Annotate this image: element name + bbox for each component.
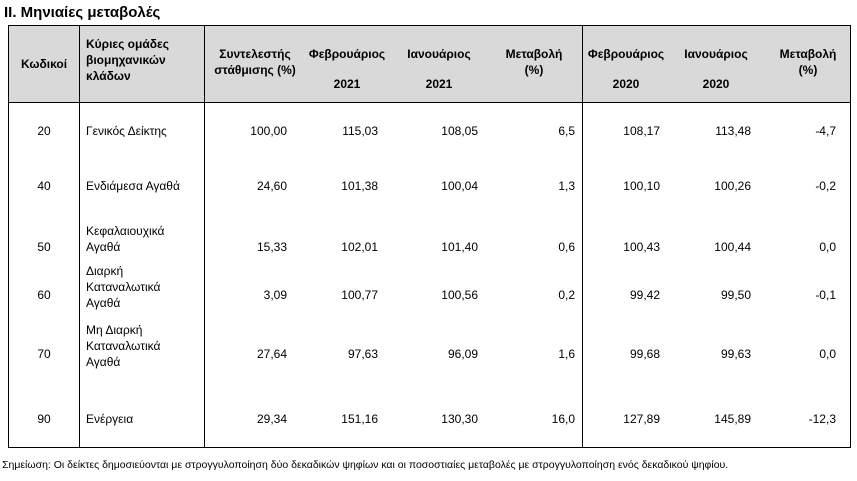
- column-divider: [582, 26, 583, 447]
- cell-group-name: Γενικός Δείκτης: [86, 124, 167, 138]
- cell-jan2020: 100,44: [714, 240, 751, 254]
- cell-chg2020: -0,1: [815, 288, 836, 302]
- cell-feb2021: 115,03: [342, 124, 378, 138]
- cell-jan2020: 145,89: [714, 412, 751, 426]
- cell-chg2021: 6,5: [558, 124, 575, 138]
- cell-feb2021: 97,63: [347, 347, 378, 361]
- cell-feb2021: 102,01: [341, 240, 378, 254]
- table-header: [9, 26, 850, 103]
- header-groups-line2: βιομηχανικών: [86, 53, 166, 67]
- cell-jan2021: 101,40: [441, 240, 478, 254]
- header-weight-line2: στάθμισης (%): [214, 63, 296, 77]
- cell-feb2020: 99,42: [629, 288, 660, 302]
- header-change-2021: Μεταβολή: [505, 47, 563, 61]
- cell-group-name: Καταναλωτικά: [86, 339, 161, 353]
- column-divider: [79, 26, 80, 447]
- cell-chg2021: 0,6: [558, 240, 575, 254]
- header-jan-2020: Ιανουάριος: [684, 47, 748, 61]
- cell-chg2020: -12,3: [808, 412, 836, 426]
- header-change-unit-2021: (%): [524, 63, 544, 77]
- cell-code: 70: [37, 347, 51, 361]
- cell-jan2021: 130,30: [441, 412, 478, 426]
- cell-code: 60: [37, 288, 51, 302]
- header-groups-line1: Κύριες ομάδες: [86, 37, 169, 51]
- cell-feb2020: 99,68: [629, 347, 660, 361]
- cell-code: 20: [37, 124, 51, 138]
- cell-chg2020: -0,2: [815, 179, 836, 193]
- cell-jan2020: 113,48: [715, 124, 751, 138]
- cell-weight: 27,64: [256, 347, 287, 361]
- cell-feb2020: 127,89: [623, 412, 660, 426]
- header-change-2020: Μεταβολή: [779, 47, 837, 61]
- cell-group-name: Κεφαλαιουχικά: [86, 224, 165, 238]
- cell-group-name: Διαρκή: [86, 264, 124, 278]
- cell-jan2020: 100,26: [714, 179, 751, 193]
- cell-group-name: Αγαθά: [86, 296, 121, 310]
- header-code: Κωδικοί: [20, 57, 68, 71]
- cell-chg2021: 16,0: [551, 412, 575, 426]
- cell-code: 50: [37, 240, 51, 254]
- cell-feb2021: 100,77: [341, 288, 378, 302]
- cell-group-name: Ενέργεια: [86, 412, 134, 426]
- header-feb-2020: Φεβρουάριος: [587, 47, 665, 61]
- cell-chg2021: 1,6: [558, 347, 575, 361]
- cell-weight: 15,33: [256, 240, 287, 254]
- column-divider: [204, 26, 205, 447]
- header-jan-2021: Ιανουάριος: [407, 47, 471, 61]
- cell-group-name: Ενδιάμεσα Αγαθά: [86, 179, 180, 193]
- cell-feb2020: 100,43: [623, 240, 660, 254]
- header-year-jan-2021: 2021: [425, 77, 453, 91]
- header-year-feb-2020: 2020: [612, 77, 640, 91]
- cell-weight: 29,34: [256, 412, 287, 426]
- cell-group-name: Καταναλωτικά: [86, 280, 161, 294]
- section-title: ΙΙ. Μηνιαίες μεταβολές: [4, 4, 161, 21]
- cell-group-name: Αγαθά: [86, 240, 121, 254]
- cell-feb2020: 100,10: [623, 179, 660, 193]
- cell-weight: 100,00: [250, 124, 287, 138]
- cell-chg2020: 0,0: [819, 347, 836, 361]
- cell-jan2021: 108,05: [441, 124, 478, 138]
- cell-chg2021: 1,3: [558, 179, 575, 193]
- cell-jan2020: 99,63: [720, 347, 751, 361]
- cell-feb2020: 108,17: [623, 124, 660, 138]
- header-weight-line1: Συντελεστής: [219, 47, 291, 61]
- cell-code: 40: [37, 179, 51, 193]
- monthly-changes-table: Κωδικοί Κύριες ομάδες βιομηχανικών κλάδω…: [8, 25, 851, 448]
- cell-group-name: Μη Διαρκή: [86, 323, 143, 337]
- cell-jan2021: 100,04: [441, 179, 478, 193]
- header-year-feb-2021: 2021: [333, 77, 361, 91]
- cell-weight: 3,09: [263, 288, 287, 302]
- cell-weight: 24,60: [256, 179, 287, 193]
- cell-group-name: Αγαθά: [86, 355, 121, 369]
- cell-feb2021: 151,16: [341, 412, 378, 426]
- cell-chg2020: 0,0: [819, 240, 836, 254]
- header-year-jan-2020: 2020: [702, 77, 730, 91]
- cell-chg2021: 0,2: [558, 288, 575, 302]
- header-change-unit-2020: (%): [798, 63, 818, 77]
- header-groups-line3: κλάδων: [86, 69, 131, 83]
- cell-feb2021: 101,38: [341, 179, 378, 193]
- cell-chg2020: -4,7: [815, 124, 836, 138]
- cell-jan2021: 100,56: [441, 288, 478, 302]
- header-feb-2021: Φεβρουάριος: [308, 47, 386, 61]
- cell-code: 90: [37, 412, 51, 426]
- cell-jan2020: 99,50: [720, 288, 751, 302]
- cell-jan2021: 96,09: [447, 347, 478, 361]
- footnote: Σημείωση: Οι δείκτες δημοσιεύονται με στ…: [2, 459, 729, 471]
